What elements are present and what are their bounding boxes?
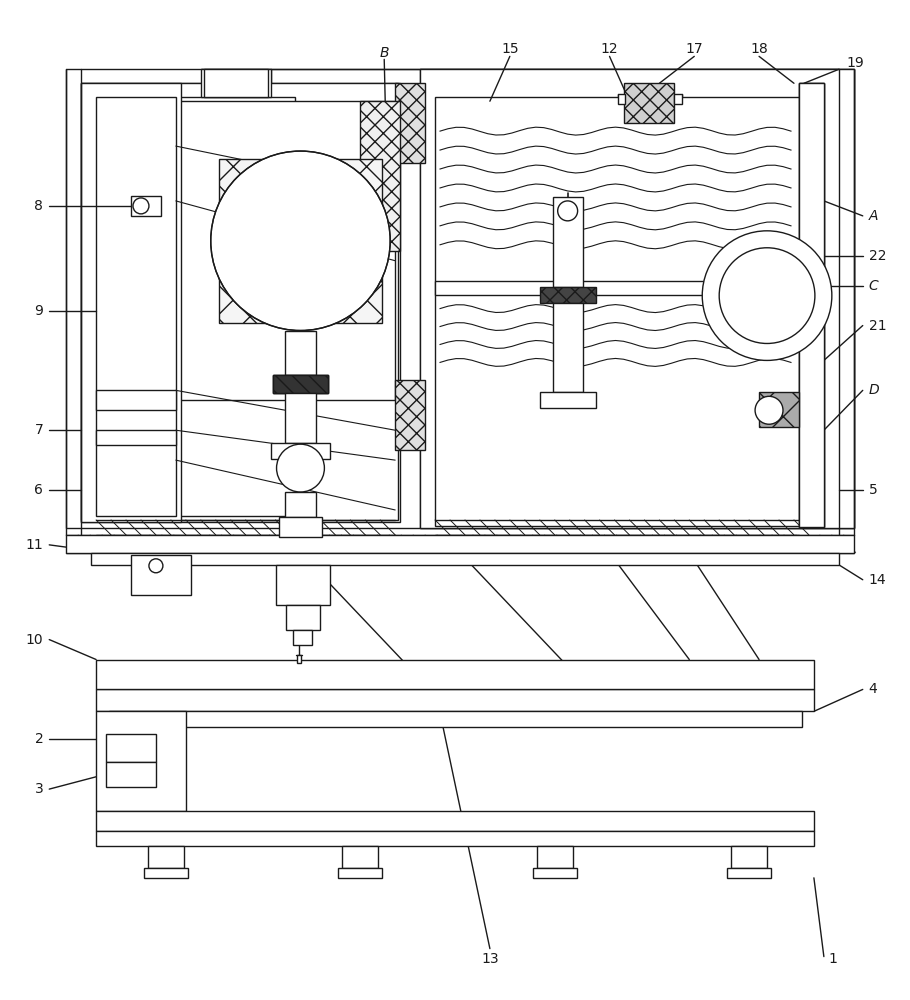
Bar [96, 430, 176, 445]
Bar [799, 83, 824, 527]
Text: 15: 15 [501, 42, 519, 56]
Bar [285, 393, 317, 443]
Bar [273, 375, 329, 393]
Bar [218, 159, 382, 323]
Bar [201, 69, 270, 97]
Bar [552, 303, 582, 392]
Bar [176, 101, 395, 400]
Bar [540, 287, 595, 303]
Bar [96, 831, 814, 846]
Bar [96, 660, 814, 689]
Bar [131, 196, 161, 216]
Text: 1: 1 [829, 952, 838, 966]
Bar [131, 555, 191, 595]
Text: 13: 13 [481, 952, 499, 966]
Text: 19: 19 [847, 56, 864, 70]
Text: 14: 14 [869, 573, 886, 587]
Bar [96, 97, 296, 516]
Bar [96, 390, 176, 410]
Bar [727, 868, 771, 878]
Bar [96, 97, 176, 516]
Text: D: D [869, 383, 879, 397]
Bar [96, 97, 385, 516]
Bar [276, 565, 330, 605]
Bar [395, 380, 425, 450]
Bar [106, 762, 156, 787]
Bar [148, 846, 184, 868]
Bar [395, 83, 425, 163]
Text: 5: 5 [869, 483, 877, 497]
Bar [298, 655, 301, 663]
Bar [618, 94, 625, 104]
Text: 12: 12 [601, 42, 618, 56]
Text: 18: 18 [750, 42, 768, 56]
Bar [540, 392, 595, 408]
Text: 7: 7 [35, 423, 44, 437]
Bar [66, 535, 854, 553]
Text: 21: 21 [869, 319, 886, 333]
Bar [273, 375, 329, 393]
Text: 4: 4 [869, 682, 877, 696]
Circle shape [133, 198, 149, 214]
Text: 10: 10 [25, 633, 44, 647]
Text: A: A [869, 209, 878, 223]
Bar [144, 868, 187, 878]
Bar [294, 630, 312, 645]
Bar [799, 83, 824, 527]
Circle shape [558, 201, 578, 221]
Bar [624, 83, 674, 123]
Bar [81, 83, 399, 520]
Text: 9: 9 [35, 304, 44, 318]
Bar [759, 392, 799, 427]
Bar [674, 94, 682, 104]
Bar [435, 97, 800, 526]
Bar [109, 711, 802, 727]
Bar [339, 868, 382, 878]
Text: 2: 2 [35, 732, 44, 746]
Bar [273, 375, 329, 393]
Bar [91, 553, 839, 565]
Bar [360, 101, 400, 251]
Circle shape [755, 396, 783, 424]
Bar [285, 331, 317, 375]
Bar [435, 281, 800, 295]
Bar [204, 69, 268, 97]
Bar [96, 711, 186, 811]
Circle shape [277, 444, 324, 492]
Text: 3: 3 [35, 782, 44, 796]
Text: 22: 22 [869, 249, 886, 263]
Text: C: C [869, 279, 878, 293]
Bar [81, 83, 400, 522]
Text: 17: 17 [685, 42, 703, 56]
Bar [96, 811, 814, 831]
Circle shape [149, 559, 163, 573]
Text: 11: 11 [25, 538, 44, 552]
Bar [532, 868, 577, 878]
Text: 8: 8 [35, 199, 44, 213]
Bar [96, 689, 814, 711]
Text: B: B [379, 46, 389, 60]
Bar [342, 846, 379, 868]
Bar [420, 69, 854, 528]
Bar [552, 197, 582, 287]
Bar [286, 605, 320, 630]
Bar [270, 443, 330, 459]
Bar [420, 69, 854, 528]
Bar [278, 517, 322, 537]
Bar [731, 846, 767, 868]
Bar [799, 83, 824, 527]
Bar [435, 83, 839, 522]
Bar [81, 83, 181, 522]
Bar [106, 734, 156, 762]
Text: 6: 6 [35, 483, 44, 497]
Circle shape [703, 231, 832, 360]
Circle shape [211, 151, 390, 331]
Bar [66, 69, 854, 528]
Bar [537, 846, 572, 868]
Bar [285, 492, 317, 517]
